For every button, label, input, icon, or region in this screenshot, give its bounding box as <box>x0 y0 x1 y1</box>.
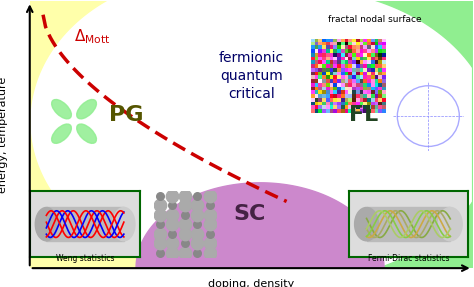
Text: fractal nodal surface: fractal nodal surface <box>328 15 422 24</box>
Text: fermionic
quantum
critical: fermionic quantum critical <box>219 51 284 102</box>
Text: $\Delta_{\rm Mott}$: $\Delta_{\rm Mott}$ <box>74 27 110 46</box>
Text: doping, density: doping, density <box>208 279 294 287</box>
Text: SC: SC <box>234 204 266 224</box>
Text: FL: FL <box>348 105 378 125</box>
Polygon shape <box>295 0 474 282</box>
Polygon shape <box>30 0 207 268</box>
Text: energy, temperature: energy, temperature <box>0 77 8 193</box>
Polygon shape <box>136 183 384 268</box>
Text: PG: PG <box>109 105 144 125</box>
